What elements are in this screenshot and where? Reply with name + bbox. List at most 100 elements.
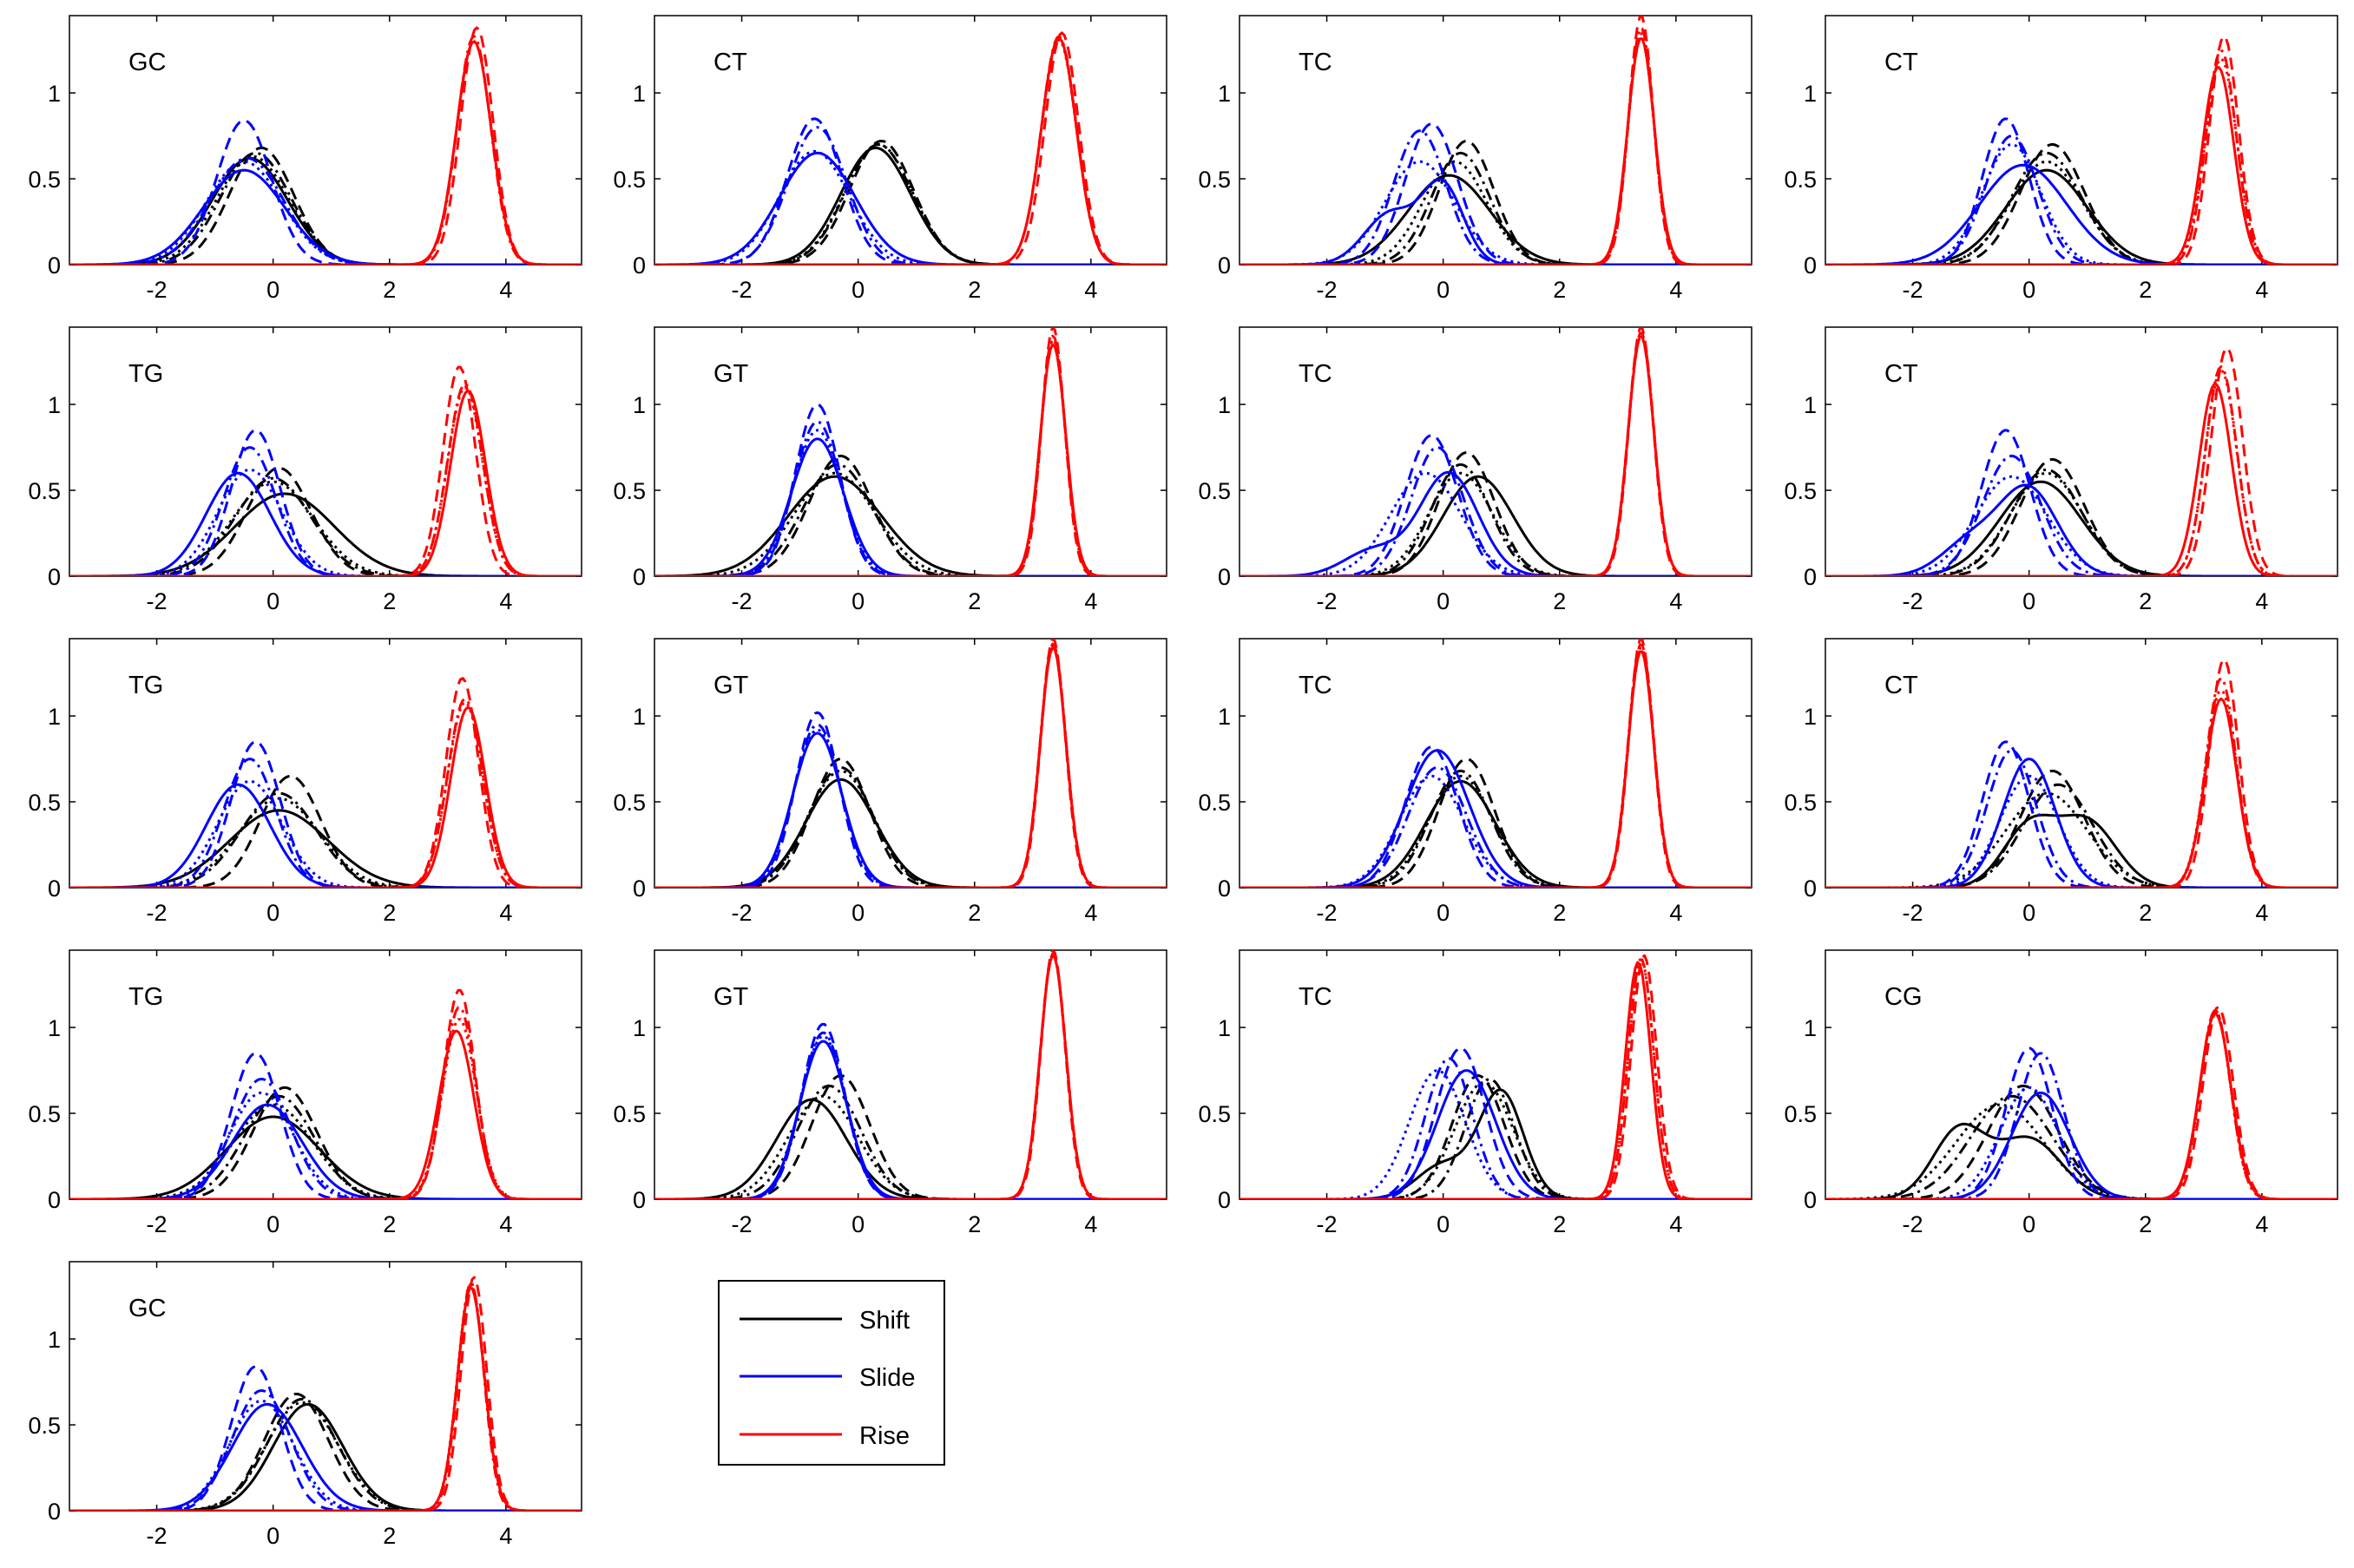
series-curve-slide-solid xyxy=(1825,483,2338,576)
series-curve-slide-dashed xyxy=(1239,745,1752,888)
x-tick-label: 2 xyxy=(968,277,981,303)
y-tick-label: 0.5 xyxy=(1784,790,1817,816)
series-curve-shift-solid xyxy=(1239,475,1752,576)
x-tick-label: -2 xyxy=(1903,277,1923,303)
panel-9: -2 0 2 4 0 0.5 1 TG xyxy=(28,638,582,926)
panel-label: TG xyxy=(128,672,163,699)
panel-label: CT xyxy=(713,49,747,76)
series-curve-slide-dashed xyxy=(69,1365,582,1511)
y-tick-label: 1 xyxy=(48,1015,61,1041)
panel-2: -2 0 2 4 0 0.5 1 CT xyxy=(613,15,1167,303)
y-tick-label: 1 xyxy=(1804,1015,1817,1041)
y-tick-label: 0 xyxy=(1804,564,1817,590)
series-curve-rise-dashdot xyxy=(1239,27,1752,265)
y-tick-label: 0 xyxy=(48,253,61,279)
series-curve-rise-solid xyxy=(654,36,1167,265)
y-tick-label: 0.5 xyxy=(1784,1101,1817,1127)
panel-label: GC xyxy=(128,49,167,76)
series-curve-rise-dashed xyxy=(1825,658,2338,888)
series-curve-rise-dotted xyxy=(69,385,582,576)
y-tick-label: 0.5 xyxy=(1784,478,1817,504)
x-tick-label: 4 xyxy=(1084,588,1097,614)
panel-curves xyxy=(69,988,582,1199)
axes-frame xyxy=(69,638,582,889)
series-curve-slide-dashed xyxy=(1239,1046,1752,1199)
y-tick-label: 0.5 xyxy=(613,478,646,504)
panel-label: TC xyxy=(1299,983,1332,1011)
x-tick-label: 0 xyxy=(266,588,279,614)
series-curve-slide-solid xyxy=(1825,1091,2338,1199)
series-curve-shift-dashed xyxy=(1239,758,1752,888)
panel-11: -2 0 2 4 0 0.5 1 TC xyxy=(1198,638,1752,926)
series-curve-rise-dashdot xyxy=(69,1282,582,1511)
y-tick-label: 0.5 xyxy=(28,1101,61,1127)
y-tick-label: 1 xyxy=(1218,392,1231,418)
x-tick-label: -2 xyxy=(1317,588,1338,614)
x-tick-label: 2 xyxy=(2139,900,2152,926)
y-tick-label: 1 xyxy=(1218,704,1231,730)
series-curve-slide-dotted xyxy=(1239,1069,1752,1199)
series-curve-shift-dashdot xyxy=(1825,783,2338,888)
series-curve-slide-solid xyxy=(1239,1069,1752,1199)
x-tick-label: 4 xyxy=(1669,277,1682,303)
y-tick-label: 0.5 xyxy=(28,1413,61,1439)
x-tick-label: 2 xyxy=(383,588,396,614)
series-curve-rise-solid xyxy=(69,705,582,888)
panel-curves xyxy=(1239,639,1752,888)
legend-label-shift: Shift xyxy=(859,1307,910,1335)
series-curve-slide-dotted xyxy=(1239,471,1752,576)
series-curve-slide-dashed xyxy=(69,1052,582,1199)
x-tick-label: 4 xyxy=(1084,1211,1097,1237)
series-curve-slide-dashdot xyxy=(1239,1057,1752,1199)
legend-label-rise: Rise xyxy=(859,1422,910,1450)
x-tick-label: 2 xyxy=(1553,900,1566,926)
y-tick-label: 0 xyxy=(48,564,61,590)
y-tick-label: 1 xyxy=(1804,704,1817,730)
panel-curves xyxy=(1239,327,1752,576)
y-tick-label: 0 xyxy=(48,1499,61,1525)
series-curve-rise-dashed xyxy=(1825,1006,2338,1199)
y-tick-label: 1 xyxy=(48,81,61,107)
series-curve-slide-dotted xyxy=(1239,160,1752,265)
series-curve-slide-dashdot xyxy=(654,126,1167,265)
series-curve-slide-dashdot xyxy=(1825,749,2338,888)
panel-label: CT xyxy=(1884,49,1918,76)
x-tick-label: -2 xyxy=(732,277,753,303)
y-tick-label: 1 xyxy=(1804,81,1817,107)
legend-entry-slide: Slide xyxy=(740,1364,916,1392)
y-tick-label: 0 xyxy=(1218,253,1231,279)
series-curve-shift-dashed xyxy=(69,774,582,888)
x-tick-label: 0 xyxy=(2022,900,2035,926)
x-tick-label: 4 xyxy=(2255,900,2268,926)
series-curve-shift-solid xyxy=(1239,1088,1752,1199)
series-curve-slide-dashed xyxy=(1239,434,1752,576)
series-curve-slide-dashed xyxy=(1239,122,1752,265)
x-tick-label: 0 xyxy=(852,1211,865,1237)
x-tick-label: 2 xyxy=(1553,588,1566,614)
x-tick-label: 0 xyxy=(2022,588,2035,614)
x-tick-label: 4 xyxy=(1669,900,1682,926)
y-tick-label: 0.5 xyxy=(28,790,61,816)
x-tick-label: 2 xyxy=(383,277,396,303)
x-tick-label: 0 xyxy=(266,900,279,926)
panel-curves xyxy=(69,1276,582,1511)
panel-curves xyxy=(654,950,1167,1199)
x-tick-label: -2 xyxy=(147,1211,168,1237)
x-tick-label: 0 xyxy=(266,277,279,303)
x-tick-label: 4 xyxy=(1669,1211,1682,1237)
y-tick-label: 0 xyxy=(1804,876,1817,902)
panel-12: -2 0 2 4 0 0.5 1 CT xyxy=(1784,638,2338,926)
x-tick-label: 2 xyxy=(1553,1211,1566,1237)
y-tick-label: 0 xyxy=(1218,1187,1231,1213)
y-tick-label: 1 xyxy=(1218,81,1231,107)
series-curve-slide-dashdot xyxy=(1825,1052,2338,1199)
panel-14: -2 0 2 4 0 0.5 1 GT xyxy=(613,949,1167,1237)
series-curve-shift-dotted xyxy=(1239,774,1752,888)
y-tick-label: 1 xyxy=(48,392,61,418)
y-tick-label: 0 xyxy=(633,876,646,902)
y-tick-label: 0.5 xyxy=(1784,167,1817,193)
x-tick-label: 0 xyxy=(1437,588,1450,614)
x-tick-label: 4 xyxy=(1084,900,1097,926)
series-curve-slide-dashdot xyxy=(1239,446,1752,576)
